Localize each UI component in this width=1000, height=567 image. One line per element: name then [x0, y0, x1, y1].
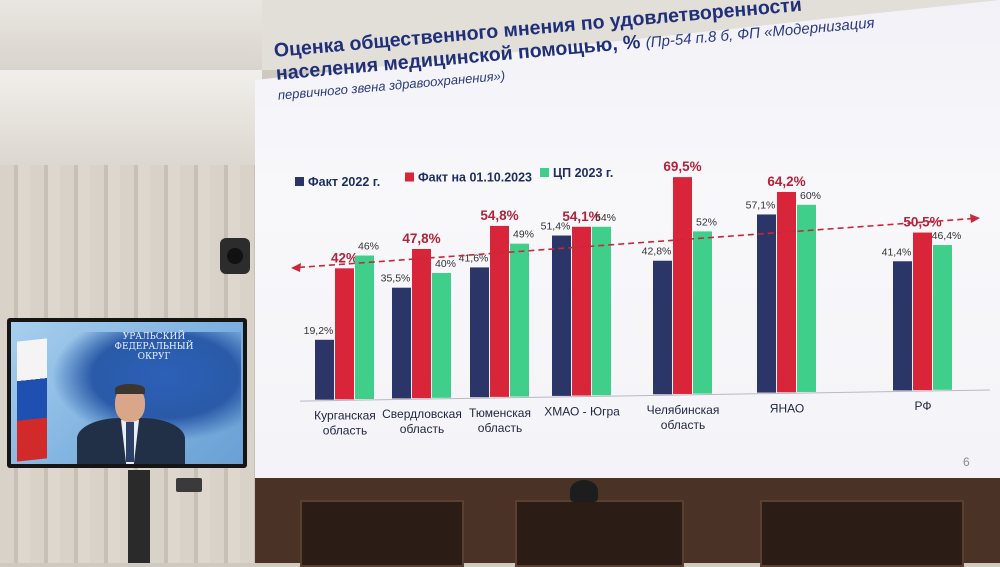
data-label: 52% [696, 216, 717, 228]
data-label: 49% [513, 229, 534, 241]
bar [315, 339, 334, 400]
data-label: 60% [800, 190, 821, 202]
bar [510, 243, 529, 397]
bar [893, 261, 912, 391]
legend-label: Факт на 01.10.2023 [418, 171, 532, 185]
russian-flag-icon [17, 338, 47, 462]
page-number: 6 [963, 455, 970, 469]
data-label: 46% [358, 241, 379, 253]
data-label: 41,6% [459, 252, 489, 264]
bar [432, 273, 451, 398]
category-label: ХМАО - Югра [544, 405, 620, 419]
data-label: 35,5% [381, 273, 411, 285]
bar [757, 214, 776, 393]
video-monitor: УРАЛЬСКИЙ ФЕДЕРАЛЬНЫЙ ОКРУГ [7, 318, 247, 468]
data-label: 46,4% [932, 230, 962, 242]
x-axis-line [299, 389, 991, 402]
category-label: Челябинская область [647, 403, 720, 432]
bar [777, 191, 796, 393]
legend-label: ЦП 2023 г. [553, 166, 613, 180]
bar [552, 235, 571, 396]
data-label: 69,5% [663, 159, 701, 174]
bar [673, 177, 692, 394]
speaker-hair [115, 384, 145, 394]
video-call-screen: УРАЛЬСКИЙ ФЕДЕРАЛЬНЫЙ ОКРУГ [11, 322, 243, 464]
wall-cornice [0, 70, 262, 168]
data-label: 64,2% [767, 174, 805, 189]
data-label: 57,1% [746, 199, 776, 211]
category-label: Курганская область [314, 408, 376, 437]
legend-label: Факт 2022 г. [308, 175, 380, 189]
panel-door [760, 500, 964, 567]
monitor-stand [128, 470, 150, 563]
legend-swatch [295, 177, 304, 186]
wall-socket-icon [176, 478, 202, 492]
data-label: 41,4% [882, 246, 912, 258]
data-label: 47,8% [402, 231, 440, 246]
data-label: 51,4% [541, 221, 571, 233]
trend-arrow-line [298, 217, 973, 269]
trend-arrow-left-icon [291, 263, 301, 272]
data-label: 40% [435, 258, 456, 270]
bar [392, 287, 411, 399]
category-label: Свердловская область [382, 407, 462, 436]
data-label: 42,8% [642, 246, 672, 258]
bar [412, 249, 431, 399]
trend-arrow-right-icon [970, 214, 980, 223]
bar [693, 231, 712, 394]
bar [933, 245, 952, 390]
camera-icon [220, 238, 250, 274]
data-label: 42% [331, 250, 358, 265]
data-label: 54% [595, 212, 616, 224]
bar-chart: Факт 2022 г. Факт на 01.10.2023 ЦП 2023 г.… [291, 159, 991, 437]
data-label: 19,2% [304, 325, 334, 337]
bar [592, 226, 611, 396]
panel-door [515, 500, 684, 567]
panel-door [300, 500, 464, 567]
bar [335, 268, 354, 400]
microphone-icon [570, 480, 598, 502]
bar [355, 255, 374, 400]
map-caption: УРАЛЬСКИЙ ФЕДЕРАЛЬНЫЙ ОКРУГ [114, 332, 194, 362]
bar [470, 267, 489, 398]
category-label: РФ [915, 399, 932, 413]
legend-swatch [405, 172, 414, 182]
bar [913, 232, 932, 391]
data-label: 54,1% [562, 209, 600, 224]
legend-swatch [540, 168, 549, 177]
bar [572, 226, 591, 396]
category-label: Тюменская область [469, 406, 531, 435]
projection-slide: Оценка общественного мнения по удовлетво… [255, 0, 1000, 480]
bar [490, 225, 509, 397]
bar [797, 204, 816, 392]
speaker-tie [126, 422, 134, 462]
bar [653, 260, 672, 395]
category-label: ЯНАО [770, 401, 804, 415]
data-label: 54,8% [480, 208, 518, 223]
